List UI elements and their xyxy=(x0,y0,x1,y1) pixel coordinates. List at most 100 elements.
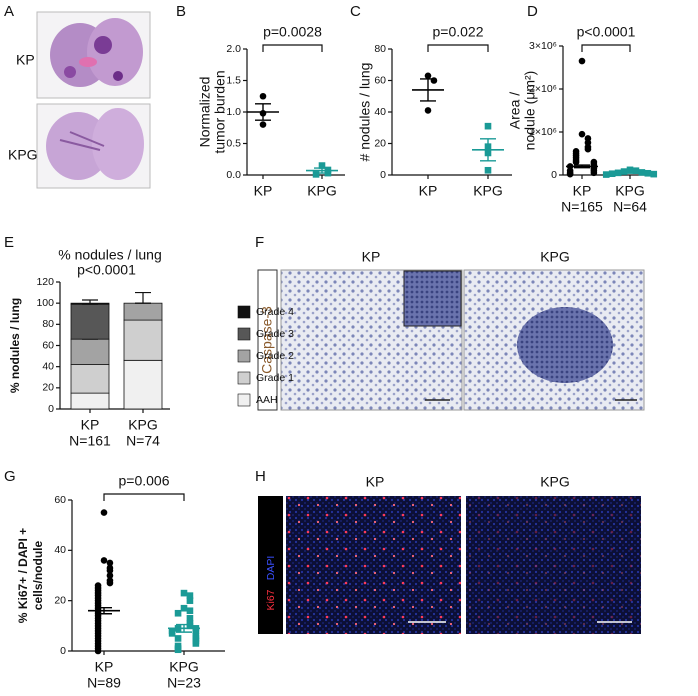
column-label: KPG xyxy=(540,249,570,265)
y-tick-label: 2.0 xyxy=(226,43,241,55)
x-tick-label: KPG xyxy=(615,183,645,199)
data-point xyxy=(174,609,182,617)
y-tick-label: 120 xyxy=(36,276,54,288)
x-tick-label: KPG xyxy=(473,183,503,199)
data-point xyxy=(106,559,114,567)
panel-letter: H xyxy=(255,468,266,485)
y-tick-label: 100 xyxy=(36,297,54,309)
chart-title: % nodules / lung xyxy=(58,247,162,263)
data-point xyxy=(620,168,628,175)
legend-label: Grade 3 xyxy=(256,328,294,340)
x-tick-label: KPG xyxy=(169,659,199,675)
data-point xyxy=(106,567,114,574)
sem-bar xyxy=(574,164,590,169)
y-tick-label: 1.5 xyxy=(226,74,241,86)
data-point xyxy=(100,509,108,516)
column-label: KPG xyxy=(540,474,570,490)
stain-label: Ki67 xyxy=(265,589,277,610)
panel-letter: C xyxy=(350,3,361,20)
significance-bracket xyxy=(103,493,185,501)
y-tick-label: 2×10⁶ xyxy=(529,83,557,95)
data-point xyxy=(94,647,102,655)
data-point xyxy=(259,92,267,100)
ihc-image xyxy=(280,269,463,411)
sem-bar xyxy=(96,607,112,615)
data-point xyxy=(602,171,610,178)
legend-label: AAH xyxy=(256,394,278,406)
y-tick-label: 60 xyxy=(54,494,66,506)
legend-label: Grade 1 xyxy=(256,372,294,384)
y-axis-label: Area / xyxy=(507,92,523,129)
n-label: N=161 xyxy=(69,433,111,449)
data-point xyxy=(174,635,182,642)
significance-bracket xyxy=(427,44,489,52)
y-axis-label: # nodules / lung xyxy=(357,63,373,162)
y-tick-label: 0 xyxy=(48,403,54,415)
y-tick-label: 40 xyxy=(374,106,386,118)
y-tick-label: 20 xyxy=(374,137,386,149)
legend-swatch xyxy=(237,393,251,407)
sem-bar xyxy=(176,623,192,633)
panel-letter: G xyxy=(4,468,16,485)
data-point xyxy=(566,170,574,178)
y-tick-label: 0 xyxy=(380,169,386,181)
data-point xyxy=(186,607,194,615)
data-point xyxy=(608,170,616,178)
data-point xyxy=(430,77,438,84)
bar-segment xyxy=(70,338,110,365)
if-image xyxy=(286,496,461,634)
sem-bar xyxy=(255,103,271,121)
panel-letter: D xyxy=(527,3,538,20)
legend-swatch xyxy=(237,349,251,363)
y-tick-label: 60 xyxy=(374,74,386,86)
data-point xyxy=(186,597,194,604)
y-axis-label: nodule (μm²) xyxy=(522,71,538,151)
sem-bar xyxy=(622,171,638,174)
y-tick-label: 3×10⁶ xyxy=(529,40,557,52)
data-point xyxy=(590,169,598,177)
data-point xyxy=(424,107,432,114)
row-label: KP xyxy=(16,52,35,68)
row-label: KPG xyxy=(8,147,38,163)
y-tick-label: 0 xyxy=(60,645,66,657)
y-tick-label: 40 xyxy=(42,360,54,372)
data-point xyxy=(578,57,586,65)
data-point xyxy=(424,72,432,80)
bar-segment xyxy=(123,359,163,410)
data-point xyxy=(192,627,200,635)
y-axis-label: tumor burden xyxy=(212,70,228,153)
panel-letter: B xyxy=(176,3,186,20)
legend-swatch xyxy=(237,327,251,341)
data-point xyxy=(186,614,194,622)
n-label: N=74 xyxy=(126,433,160,449)
x-tick-label: KPG xyxy=(307,183,337,199)
legend-swatch xyxy=(237,371,251,385)
column-label: KP xyxy=(362,249,381,265)
column-label: KP xyxy=(366,474,385,490)
legend-swatch xyxy=(237,305,251,319)
y-tick-label: 60 xyxy=(42,339,54,351)
stain-label: DAPI xyxy=(265,556,277,581)
sem-bar xyxy=(314,167,330,174)
x-tick-label: KP xyxy=(95,659,114,675)
stain-label: Caspase-3 xyxy=(259,306,275,374)
label-box xyxy=(258,496,283,634)
legend-label: Grade 2 xyxy=(256,350,294,362)
he-image xyxy=(36,11,151,99)
y-tick-label: 1.0 xyxy=(226,106,241,118)
n-label: N=23 xyxy=(167,675,201,691)
p-value: p=0.022 xyxy=(433,24,484,40)
bar-segment xyxy=(70,392,110,410)
p-value: p<0.0001 xyxy=(77,262,136,278)
y-tick-label: 0 xyxy=(551,169,557,181)
data-point xyxy=(644,169,652,177)
data-point xyxy=(626,166,634,174)
y-tick-label: 80 xyxy=(374,43,386,55)
if-image xyxy=(466,496,641,634)
he-image xyxy=(36,103,151,189)
data-point xyxy=(484,166,492,174)
error-bar xyxy=(82,299,98,304)
sem-bar xyxy=(480,138,496,162)
ihc-image xyxy=(463,269,645,411)
